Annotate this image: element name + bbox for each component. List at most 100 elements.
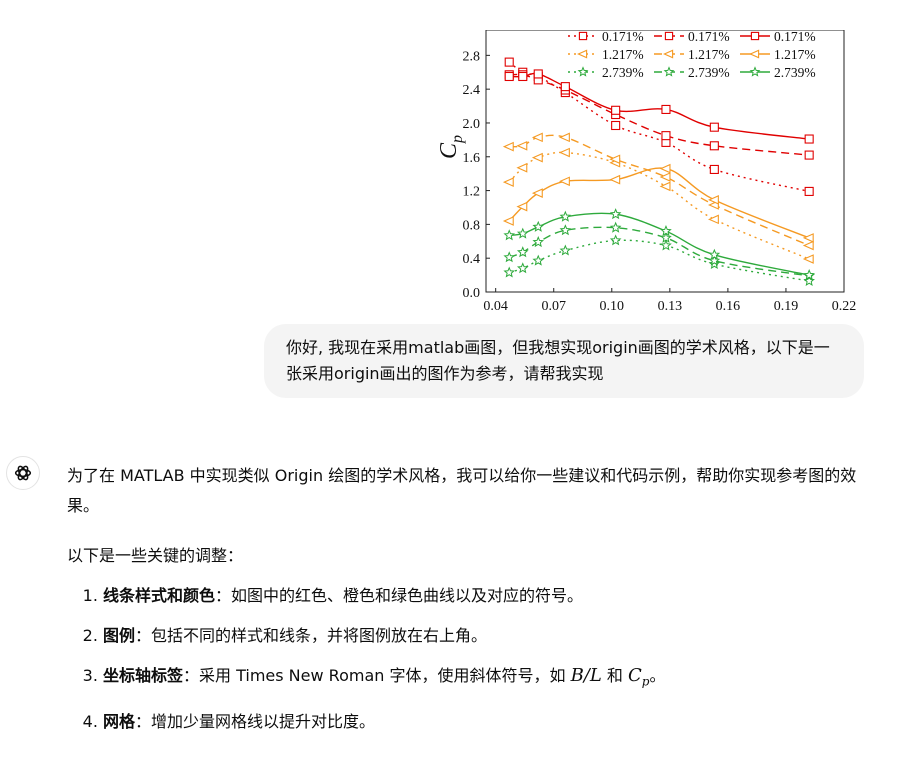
x-tick-label: 0.16 — [716, 299, 741, 314]
legend-label: 0.171% — [688, 30, 730, 44]
y-axis-label: Cp — [436, 135, 466, 159]
y-tick-label: 2.8 — [463, 49, 481, 64]
list-item-text: ：采用 Times New Roman 字体，使用斜体符号，如 — [183, 666, 571, 685]
list-item-text: ：如图中的红色、橙色和绿色曲线以及对应的符号。 — [215, 586, 584, 605]
data-point — [659, 163, 671, 174]
data-point — [802, 240, 814, 251]
legend-marker — [578, 31, 588, 41]
list-item-text: ：增加少量网格线以提升对比度。 — [135, 711, 376, 731]
data-point — [609, 234, 622, 246]
data-point — [531, 188, 543, 198]
series-line — [508, 226, 810, 277]
data-point — [516, 140, 528, 151]
assistant-message: 为了在 MATLAB 中实现类似 Origin 绘图的学术风格，我可以给你一些建… — [67, 461, 877, 747]
data-point — [502, 141, 514, 152]
list-item-title: 坐标轴标签 — [103, 666, 184, 685]
y-tick-labels: 0.0 0.4 0.8 1.2 1.6 2.0 2.4 2.8 — [463, 49, 481, 301]
legend-marker — [749, 49, 760, 59]
legend-label: 2.739% — [602, 65, 644, 80]
legend-marker — [663, 49, 674, 59]
x-tick-label: 0.07 — [541, 299, 566, 314]
list-item: 图例：包括不同的样式和线条，并将图例放在右上角。 — [103, 621, 877, 651]
data-point — [502, 177, 514, 187]
data-point — [709, 164, 719, 175]
legend-label: 2.739% — [774, 65, 816, 80]
data-point — [707, 195, 719, 205]
data-point — [533, 69, 543, 79]
legend-marker — [664, 31, 674, 41]
legend-label: 1.217% — [774, 47, 816, 62]
plot-frame — [485, 30, 845, 293]
data-point — [504, 57, 514, 67]
legend-label: 1.217% — [602, 47, 644, 62]
data-point — [503, 229, 516, 241]
legend-marker — [749, 66, 761, 77]
data-point — [661, 131, 671, 141]
suggestion-list: 线条样式和颜色：如图中的红色、橙色和绿色曲线以及对应的符号。 图例：包括不同的样… — [67, 581, 877, 737]
data-point — [709, 122, 719, 132]
data-point — [558, 176, 570, 187]
data-point — [503, 251, 516, 263]
data-point — [609, 221, 622, 233]
chart-svg: 0.04 0.07 0.10 0.13 0.16 0.19 0.22 0.0 0.4 0.8 1.… — [436, 30, 856, 314]
data-point — [532, 254, 545, 266]
data-point — [516, 162, 528, 173]
data-point — [802, 233, 814, 243]
list-item-text: 和 — [601, 666, 628, 685]
x-tick-labels: 0.04 0.07 0.10 0.13 0.16 0.19 0.22 — [483, 299, 856, 314]
list-item: 坐标轴标签：采用 Times New Roman 字体，使用斜体符号，如 B/L… — [103, 661, 877, 697]
chart-axes — [485, 30, 845, 293]
data-point — [504, 71, 514, 82]
data-point — [531, 132, 543, 143]
data-point — [559, 224, 572, 236]
y-tick-label: 0.4 — [463, 252, 481, 267]
data-point — [804, 186, 814, 196]
data-point — [804, 150, 814, 160]
series-line — [509, 212, 810, 276]
data-point — [502, 216, 514, 226]
data-point — [804, 134, 814, 144]
data-point — [708, 254, 721, 266]
data-point — [609, 208, 622, 220]
data-point — [560, 82, 570, 92]
list-item-text: ：包括不同的样式和线条，并将图例放在右上角。 — [135, 626, 488, 645]
y-tick-label: 0.8 — [463, 218, 481, 233]
y-tick-label: 0.0 — [463, 286, 481, 301]
data-point — [611, 105, 621, 115]
data-point — [709, 141, 719, 151]
chart-legend: 0.171% 0.171% 0.171% 1.217% 1.217% 1.217% 2.73… — [568, 30, 816, 80]
legend-label: 0.171% — [602, 30, 644, 44]
data-point — [660, 225, 672, 237]
data-point — [659, 172, 671, 182]
y-label-main: C — [436, 142, 462, 159]
data-point — [611, 120, 621, 131]
assistant-lead: 以下是一些关键的调整： — [67, 546, 244, 565]
data-point — [516, 227, 529, 239]
math-cp-main: C — [628, 665, 642, 686]
series-line — [509, 72, 810, 140]
series-line — [509, 73, 810, 156]
user-message-bubble: 你好, 我现在采用matlab画图，但我想实现origin画图的学术风格，以下是… — [264, 324, 864, 398]
series-lines — [508, 61, 810, 282]
data-point — [503, 266, 516, 278]
data-point — [609, 174, 621, 185]
legend-marker — [577, 49, 588, 59]
user-message-text: 你好, 我现在采用matlab画图，但我想实现origin画图的学术风格，以下是… — [286, 338, 830, 383]
data-point — [660, 231, 672, 243]
data-point — [518, 71, 528, 82]
openai-logo-icon — [14, 465, 32, 481]
data-point — [559, 244, 572, 256]
x-tick-label: 0.13 — [658, 299, 683, 314]
list-item-title: 网格 — [103, 711, 136, 731]
data-point — [516, 201, 528, 212]
data-point — [803, 274, 815, 286]
assistant-avatar — [6, 456, 40, 490]
legend-label: 1.217% — [688, 47, 730, 62]
data-point — [558, 147, 570, 158]
list-item-title: 图例 — [103, 626, 136, 645]
data-point — [803, 268, 815, 281]
y-tick-label: 2.0 — [463, 117, 481, 132]
data-point — [531, 152, 543, 163]
legend-marker — [577, 66, 589, 77]
list-item: 线条样式和颜色：如图中的红色、橙色和绿色曲线以及对应的符号。 — [103, 581, 877, 611]
